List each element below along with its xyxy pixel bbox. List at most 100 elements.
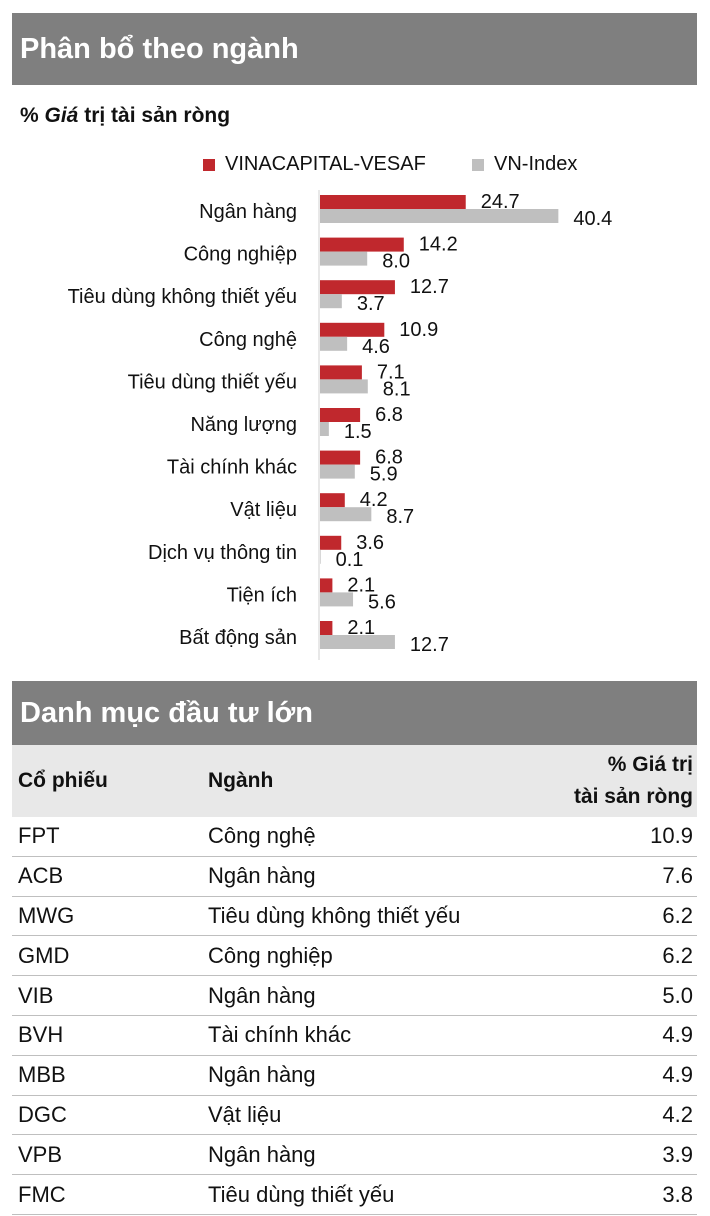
- data-label-index: 1.5: [344, 421, 372, 443]
- subtitle-italic: Giá: [44, 104, 79, 127]
- bar-fund: [320, 578, 333, 593]
- legend-swatch-index: [472, 158, 484, 171]
- bar-fund: [320, 535, 342, 550]
- bar-fund: [320, 280, 395, 295]
- header-sector: Ngành: [208, 769, 274, 792]
- bar-index: [320, 422, 329, 436]
- bar-index: [320, 336, 348, 351]
- subtitle-prefix: %: [20, 104, 45, 127]
- bar-fund: [320, 450, 361, 465]
- data-label-fund: 10.9: [399, 319, 438, 341]
- legend-swatch-fund: [203, 158, 215, 171]
- ticker-cell: VIB: [12, 975, 208, 1016]
- ticker-cell: MWG: [12, 896, 208, 937]
- table-row: DGC Vật liệu 4.2: [12, 1095, 697, 1136]
- nav-cell: 3.9: [536, 1134, 697, 1176]
- bar-index: [320, 209, 559, 223]
- data-label-index: 40.4: [573, 208, 612, 230]
- ticker-cell: GMD: [12, 935, 208, 977]
- header-nav-line1: % Giá trị: [607, 753, 693, 776]
- data-label-fund: 6.8: [375, 404, 403, 426]
- bar-index: [320, 592, 354, 607]
- bar-index: [320, 294, 342, 309]
- nav-cell: 4.9: [536, 1055, 697, 1096]
- category-label: Tiện ích: [227, 584, 297, 606]
- data-label-index: 4.6: [362, 336, 390, 358]
- ticker-cell: DGC: [12, 1095, 208, 1136]
- bar-index: [320, 464, 355, 479]
- nav-cell: 10.9: [536, 817, 697, 857]
- sector-cell: Công nghiệp: [208, 935, 537, 977]
- nav-cell: 6.2: [536, 896, 697, 937]
- table-header-row: Cổ phiếu Ngành % Giá trị tài sản ròng: [12, 745, 697, 817]
- bar-fund: [320, 408, 361, 422]
- bar-index: [320, 549, 321, 564]
- category-label: Năng lượng: [190, 414, 297, 436]
- ticker-cell: MBB: [12, 1055, 208, 1096]
- chart-subtitle: % Giá trị tài sản ròng: [20, 104, 230, 128]
- nav-cell: 4.9: [536, 1015, 697, 1056]
- table-row: MWG Tiêu dùng không thiết yếu 6.2: [12, 896, 697, 937]
- nav-cell: 6.2: [536, 935, 697, 977]
- data-label-fund: 7.1: [377, 361, 405, 383]
- bar-index: [320, 251, 368, 266]
- data-label-index: 5.9: [370, 464, 398, 486]
- ticker-cell: BVH: [12, 1015, 208, 1056]
- sector-cell: Tiêu dùng thiết yếu: [208, 1174, 537, 1215]
- bar-index: [320, 507, 372, 522]
- table-row: BVH Tài chính khác 4.9: [12, 1015, 697, 1056]
- nav-cell: 4.2: [536, 1095, 697, 1136]
- legend-item-fund: VINACAPITAL-VESAF: [203, 153, 426, 176]
- data-label-index: 3.7: [357, 293, 385, 315]
- data-label-index: 8.0: [382, 251, 410, 273]
- data-label-fund: 4.2: [360, 489, 388, 511]
- data-label-fund: 3.6: [356, 532, 384, 554]
- header-nav-line2: tài sản ròng: [573, 785, 693, 808]
- data-label-index: 12.7: [410, 634, 449, 656]
- table-row: FPT Công nghệ 10.9: [12, 817, 697, 857]
- data-label-fund: 14.2: [419, 234, 458, 256]
- table-row: GMD Công nghiệp 6.2: [12, 935, 697, 977]
- data-label-fund: 12.7: [410, 276, 449, 298]
- sector-cell: Tài chính khác: [208, 1015, 537, 1056]
- allocation-section-title: Phân bổ theo ngành: [12, 13, 697, 85]
- nav-cell: 5.0: [536, 975, 697, 1016]
- data-label-fund: 2.1: [347, 617, 375, 639]
- legend-item-index: VN-Index: [472, 153, 577, 176]
- sector-cell: Tiêu dùng không thiết yếu: [208, 896, 537, 937]
- holdings-section-title: Danh mục đầu tư lớn: [12, 681, 697, 745]
- holdings-table: Cổ phiếu Ngành % Giá trị tài sản ròng FPT…: [12, 745, 697, 1215]
- table-row: VPB Ngân hàng 3.9: [12, 1134, 697, 1176]
- category-label: Công nghệ: [199, 329, 297, 351]
- ticker-cell: FMC: [12, 1174, 208, 1215]
- data-label-index: 8.1: [383, 378, 411, 400]
- nav-cell: 3.8: [536, 1174, 697, 1215]
- table-row: MBB Ngân hàng 4.9: [12, 1055, 697, 1096]
- sector-cell: Vật liệu: [208, 1095, 537, 1136]
- category-label: Ngân hàng: [199, 201, 297, 223]
- sector-cell: Ngân hàng: [208, 975, 537, 1016]
- subtitle-rest: trị tài sản ròng: [78, 104, 231, 127]
- bar-index: [320, 379, 368, 394]
- data-label-index: 0.1: [336, 549, 364, 571]
- table-row: VIB Ngân hàng 5.0: [12, 975, 697, 1016]
- bar-index: [320, 635, 395, 649]
- sector-cell: Ngân hàng: [208, 856, 537, 897]
- ticker-cell: ACB: [12, 856, 208, 897]
- ticker-cell: FPT: [12, 817, 208, 857]
- table-row: ACB Ngân hàng 7.6: [12, 856, 697, 897]
- bar-fund: [320, 237, 404, 252]
- category-label: Công nghiệp: [184, 244, 297, 266]
- nav-cell: 7.6: [536, 856, 697, 897]
- data-label-index: 5.6: [368, 591, 396, 613]
- data-label-fund: 24.7: [481, 191, 520, 213]
- bar-fund: [320, 493, 345, 508]
- category-label: Vật liệu: [230, 499, 297, 521]
- category-label: Bất động sản: [179, 627, 297, 649]
- table-row: FMC Tiêu dùng thiết yếu 3.8: [12, 1174, 697, 1215]
- category-label: Tài chính khác: [167, 457, 297, 479]
- bar-fund: [320, 195, 466, 209]
- sector-cell: Công nghệ: [208, 817, 537, 857]
- category-label: Tiêu dùng không thiết yếu: [68, 286, 297, 308]
- category-label: Tiêu dùng thiết yếu: [128, 371, 297, 393]
